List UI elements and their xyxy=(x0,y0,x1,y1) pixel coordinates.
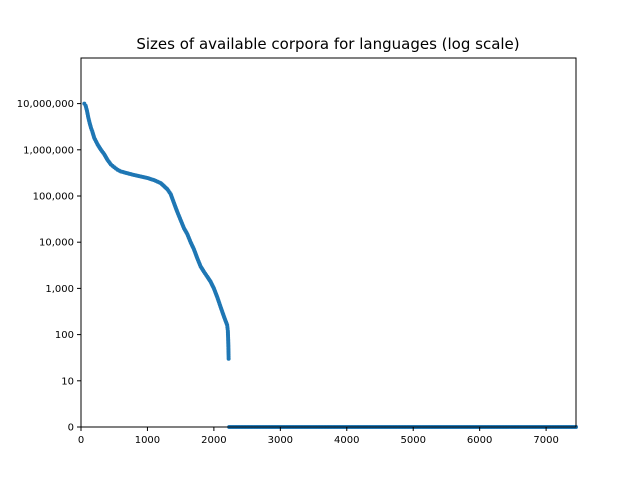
y-tick-label: 10 xyxy=(61,376,74,387)
x-tick-label: 2000 xyxy=(201,435,226,446)
y-tick-label: 100 xyxy=(55,330,74,341)
x-tick-label: 1000 xyxy=(135,435,160,446)
x-tick-label: 4000 xyxy=(334,435,359,446)
y-tick-label: 1,000 xyxy=(45,284,74,295)
x-tick-label: 3000 xyxy=(268,435,293,446)
y-tick-label: 100,000 xyxy=(33,192,74,203)
y-tick-label: 0 xyxy=(68,423,74,434)
x-tick-label: 7000 xyxy=(533,435,558,446)
x-tick-label: 0 xyxy=(78,435,84,446)
axes: 0 1000 2000 3000 4000 5000 6000 7000 0 10 100 1,000… xyxy=(17,57,577,446)
y-tick-label: 10,000,000 xyxy=(17,99,74,110)
y-tick-label: 10,000 xyxy=(39,238,74,249)
y-tick-label: 1,000,000 xyxy=(23,145,74,156)
chart-title: Sizes of available corpora for languages… xyxy=(136,35,519,53)
data-point xyxy=(226,356,231,361)
x-tick-label: 6000 xyxy=(467,435,492,446)
x-tick-label: 5000 xyxy=(400,435,425,446)
